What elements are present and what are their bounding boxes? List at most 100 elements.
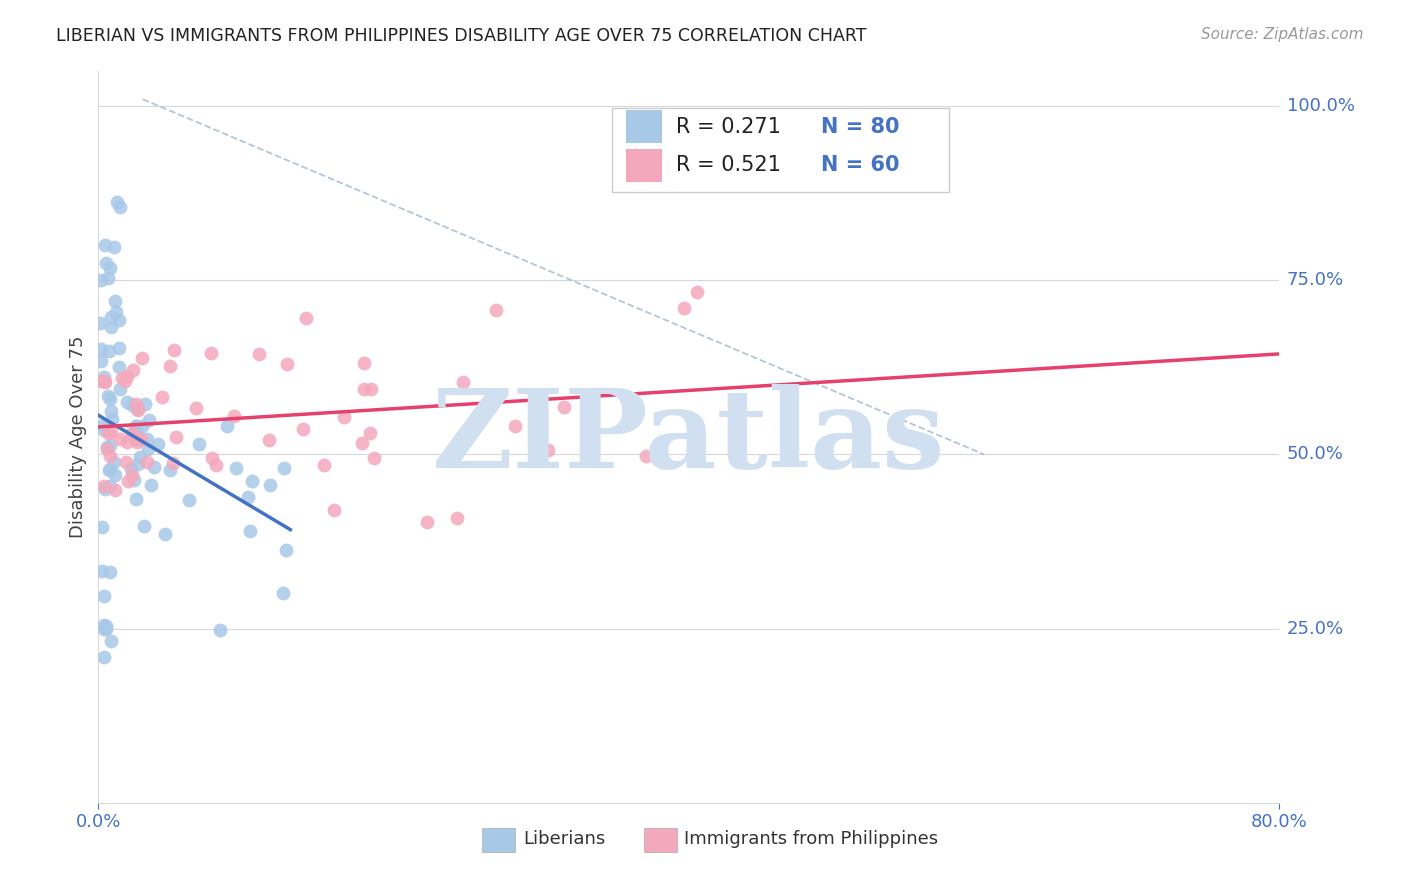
Point	[125, 419, 148, 434]
Point	[98, 463, 121, 477]
Point	[146, 436, 169, 450]
Point	[96, 622, 118, 636]
Point	[107, 360, 129, 375]
Point	[101, 412, 124, 426]
Point	[98, 462, 121, 476]
Point	[131, 351, 153, 365]
Point	[271, 586, 294, 600]
Point	[138, 413, 160, 427]
Text: Liberians: Liberians	[523, 830, 606, 848]
Text: R = 0.521: R = 0.521	[676, 155, 780, 176]
Point	[121, 398, 143, 412]
Point	[108, 313, 131, 327]
Text: N = 60: N = 60	[821, 155, 900, 176]
Point	[672, 301, 695, 315]
Point	[97, 426, 120, 441]
Point	[93, 479, 115, 493]
Point	[107, 341, 129, 355]
Point	[162, 456, 184, 470]
Point	[134, 397, 156, 411]
Point	[122, 425, 145, 439]
Point	[247, 346, 270, 360]
Point	[90, 273, 112, 287]
Point	[97, 271, 120, 285]
Point	[446, 511, 468, 525]
Point	[98, 392, 121, 406]
Point	[259, 478, 281, 492]
FancyBboxPatch shape	[626, 111, 662, 144]
Point	[90, 564, 112, 578]
Point	[93, 370, 115, 384]
Point	[136, 442, 159, 457]
Y-axis label: Disability Age Over 75: Disability Age Over 75	[69, 335, 87, 539]
Point	[97, 344, 120, 359]
Point	[121, 363, 143, 377]
Point	[98, 565, 121, 579]
Point	[353, 383, 375, 397]
Point	[209, 624, 232, 638]
FancyBboxPatch shape	[482, 828, 516, 852]
Point	[115, 395, 138, 409]
Point	[103, 240, 125, 254]
Point	[205, 458, 228, 472]
Point	[314, 458, 336, 472]
Point	[94, 238, 117, 252]
Point	[201, 451, 224, 466]
Point	[225, 460, 247, 475]
Point	[295, 311, 318, 326]
Point	[222, 409, 245, 423]
Point	[416, 515, 439, 529]
Point	[104, 293, 127, 308]
Point	[105, 194, 128, 209]
FancyBboxPatch shape	[626, 149, 662, 182]
FancyBboxPatch shape	[612, 108, 949, 192]
Point	[105, 305, 128, 319]
Point	[117, 474, 139, 488]
Point	[128, 450, 150, 464]
Text: Source: ZipAtlas.com: Source: ZipAtlas.com	[1201, 27, 1364, 42]
Point	[184, 401, 207, 416]
Text: 25.0%: 25.0%	[1286, 620, 1344, 638]
Point	[125, 419, 148, 434]
Text: 75.0%: 75.0%	[1286, 271, 1344, 289]
Point	[97, 389, 120, 403]
Point	[360, 382, 382, 396]
Point	[98, 260, 121, 275]
Point	[273, 461, 295, 475]
Point	[153, 526, 176, 541]
Point	[125, 432, 148, 446]
Point	[200, 346, 222, 360]
Point	[108, 200, 131, 214]
Point	[94, 256, 117, 270]
Point	[323, 503, 346, 517]
Point	[93, 650, 115, 665]
Point	[686, 285, 709, 299]
Point	[104, 468, 127, 483]
Point	[451, 375, 474, 389]
Point	[125, 426, 148, 441]
Point	[127, 401, 149, 416]
Point	[634, 450, 657, 464]
Text: 100.0%: 100.0%	[1286, 97, 1355, 115]
Point	[93, 375, 115, 389]
Point	[136, 455, 159, 469]
Point	[115, 434, 138, 449]
Point	[274, 542, 297, 557]
Point	[163, 343, 186, 357]
Point	[141, 477, 163, 491]
Point	[122, 473, 145, 487]
Point	[159, 463, 181, 477]
Point	[98, 438, 121, 452]
Point	[100, 320, 122, 334]
Point	[93, 589, 115, 603]
Point	[100, 310, 122, 325]
Point	[485, 302, 508, 317]
Point	[100, 404, 122, 418]
Point	[98, 449, 121, 463]
Point	[503, 418, 526, 433]
Point	[259, 433, 281, 447]
Point	[94, 618, 117, 632]
Point	[159, 359, 181, 374]
Point	[353, 356, 375, 370]
Point	[111, 371, 134, 385]
